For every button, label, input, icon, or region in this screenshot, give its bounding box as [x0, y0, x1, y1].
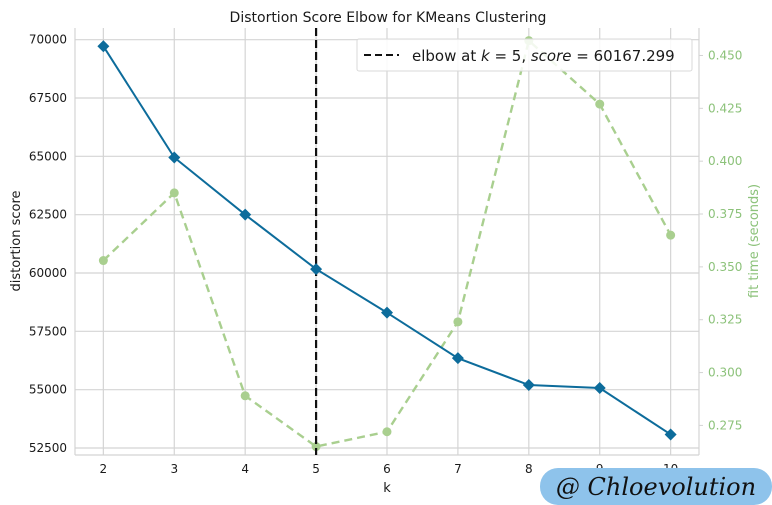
legend-k-value: = 5, [490, 47, 531, 65]
watermark-text: @ Chloevolution [556, 473, 756, 501]
y-tick-label: 55000 [29, 383, 67, 397]
legend-score-value: = 60167.299 [572, 47, 675, 65]
legend-k-symbol: k [481, 47, 491, 65]
fit-time-point [666, 230, 676, 240]
fit-time-point [98, 256, 108, 266]
y-axis-label: distortion score [9, 191, 24, 292]
axes [74, 28, 703, 456]
tick-labels: 2345678910525005500057500600006250065000… [29, 33, 743, 476]
fit-time-point [240, 391, 250, 401]
distortion-point [381, 306, 393, 319]
distortion-point [522, 379, 535, 391]
distortion-point [168, 151, 181, 164]
fit-time-point [169, 188, 179, 198]
distortion-point [97, 40, 110, 53]
y-right-tick-label: 0.275 [708, 418, 742, 432]
fit-time-point [595, 99, 605, 109]
legend-box [356, 38, 693, 72]
legend: elbow at k = 5, score = 60167.299 [356, 38, 693, 72]
fit-time-point [453, 317, 463, 327]
legend-prefix: elbow at [412, 47, 481, 65]
legend-elbow-text: elbow at k = 5, score = 60167.299 [412, 47, 675, 65]
x-axis-label: k [383, 481, 391, 496]
chart-title: Distortion Score Elbow for KMeans Cluste… [230, 10, 547, 26]
x-tick-label: 4 [241, 462, 249, 476]
grid [75, 28, 699, 455]
x-tick-label: 2 [100, 462, 108, 476]
y-tick-label: 62500 [29, 208, 67, 222]
y-tick-label: 52500 [29, 441, 67, 455]
y-right-tick-label: 0.350 [708, 260, 742, 274]
fit-time-point [311, 442, 321, 452]
distortion-series [97, 40, 677, 441]
y-right-tick-label: 0.425 [708, 101, 742, 115]
y-right-tick-label: 0.450 [708, 48, 742, 62]
y-tick-label: 60000 [29, 266, 67, 280]
y-right-tick-label: 0.400 [708, 154, 742, 168]
fit-time-series [98, 36, 676, 452]
distortion-point [310, 263, 323, 276]
distortion-point [239, 208, 252, 221]
x-tick-label: 6 [383, 462, 391, 476]
y-tick-label: 67500 [29, 91, 67, 105]
watermark-badge [540, 468, 772, 505]
distortion-point [593, 382, 606, 395]
y-right-tick-label: 0.300 [708, 366, 742, 380]
y-tick-label: 57500 [29, 324, 67, 338]
fit-time-point [382, 427, 392, 437]
distortion-point [664, 428, 677, 441]
distortion-point [451, 352, 464, 365]
y-right-tick-label: 0.375 [708, 207, 742, 221]
x-tick-label: 3 [170, 462, 178, 476]
y-tick-label: 70000 [29, 33, 67, 47]
x-tick-label: 5 [312, 462, 320, 476]
x-tick-label: 7 [454, 462, 462, 476]
y-axis-right-label: fit time (seconds) [747, 184, 762, 298]
y-right-tick-label: 0.325 [708, 313, 742, 327]
watermark: @ Chloevolution [540, 468, 772, 505]
y-tick-label: 65000 [29, 149, 67, 163]
legend-score-symbol: score [531, 47, 572, 65]
x-tick-label: 8 [525, 462, 533, 476]
